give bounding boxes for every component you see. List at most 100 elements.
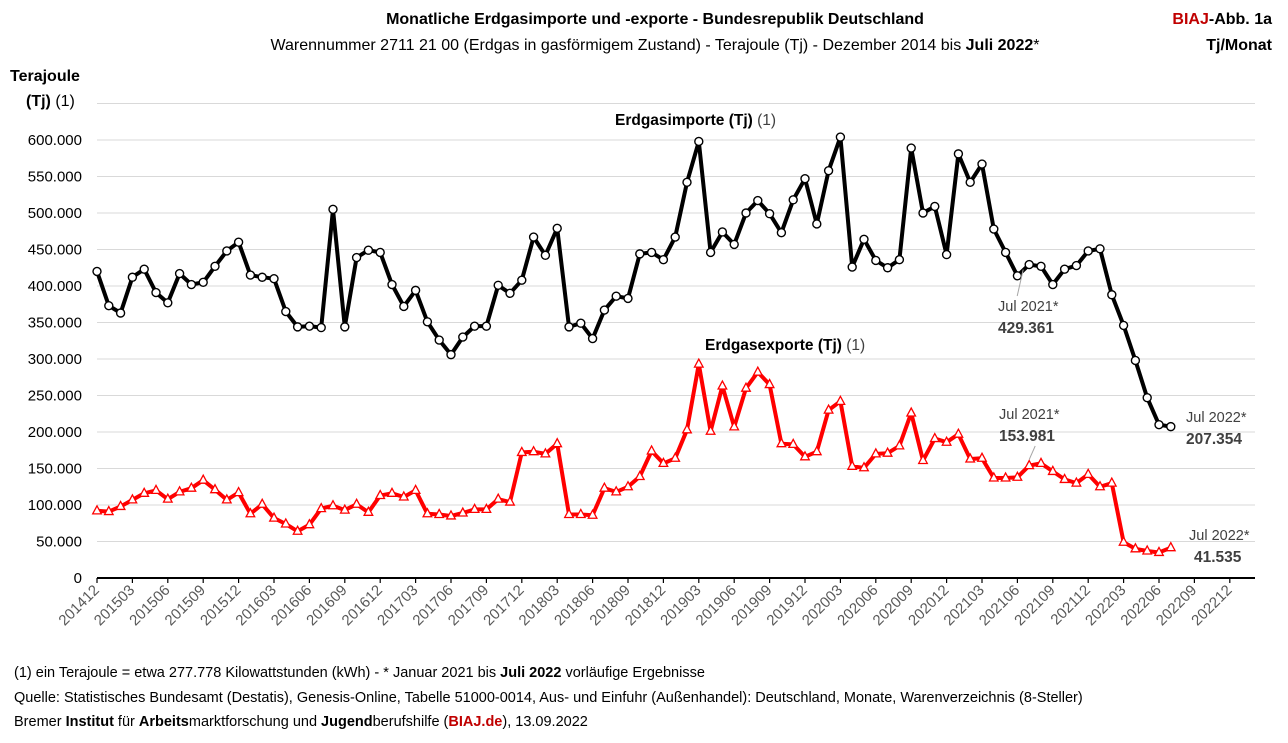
- series-lines: [95, 135, 1172, 555]
- imports-point: [469, 321, 480, 331]
- imports-point: [623, 293, 633, 304]
- imports-point: [1118, 320, 1129, 331]
- chart-subtitle: Warennummer 2711 21 00 (Erdgas in gasför…: [0, 37, 1288, 55]
- exports-point: [669, 451, 681, 462]
- imports-point: [635, 249, 645, 259]
- exp-jul22-date: Jul 2022*: [1189, 528, 1250, 544]
- exports-point: [1130, 542, 1141, 553]
- y-tick-label: 500.000: [28, 205, 82, 222]
- subtitle-suffix: *: [1033, 37, 1040, 54]
- imports-point: [528, 232, 539, 242]
- credit-b: Institut: [65, 714, 114, 730]
- imports-point: [1166, 421, 1176, 432]
- imports-point: [233, 237, 244, 247]
- imports-point: [1048, 279, 1058, 290]
- credit-g: berufshilfe (: [372, 714, 449, 730]
- exports-point: [740, 381, 752, 392]
- exports-point: [91, 504, 103, 515]
- badge-biaj: BIAJ: [1172, 11, 1209, 28]
- y-tick-label: 150.000: [28, 461, 82, 478]
- imports-point: [800, 173, 810, 184]
- exports-point: [1023, 459, 1035, 470]
- imports-point: [835, 132, 846, 142]
- imp-jul21-date: Jul 2021*: [998, 299, 1059, 315]
- imports-point: [458, 332, 468, 342]
- exports-point: [256, 497, 268, 508]
- exports-point: [846, 459, 858, 470]
- imports-point: [1107, 290, 1117, 300]
- subtitle-prefix: Warennummer 2711 21 00 (Erdgas in gasför…: [270, 37, 966, 54]
- imports-point: [351, 252, 362, 263]
- unit-label: Tj/Monat: [1206, 37, 1272, 54]
- imports-point: [222, 246, 232, 256]
- exports-point: [811, 445, 823, 456]
- imports-label-rest: (1): [753, 112, 776, 129]
- exports-point: [445, 509, 457, 520]
- credit-e: marktforschung und: [188, 714, 322, 730]
- exports-point: [882, 446, 893, 457]
- imports-point: [328, 204, 338, 215]
- imports-point: [788, 195, 798, 205]
- annotations: Erdgasimporte (Tj) (1) Erdgasexporte (Tj…: [615, 112, 1250, 566]
- imp-jul22-date: Jul 2022*: [1186, 410, 1247, 426]
- exp-jul22-value: 41.535: [1194, 549, 1242, 566]
- imports-label-bold: Erdgasimporte (Tj): [615, 112, 753, 129]
- exports-point: [280, 517, 292, 528]
- imports-point: [753, 195, 763, 206]
- exports-point: [374, 489, 386, 500]
- imports-point: [186, 279, 197, 290]
- exports-point: [433, 508, 445, 519]
- exports-point: [138, 486, 150, 497]
- imports-line: [95, 135, 1172, 429]
- y-axis-title-rest: (1): [50, 93, 75, 110]
- imports-series-label: Erdgasimporte (Tj) (1): [615, 112, 776, 129]
- imports-point: [410, 285, 421, 296]
- imports-point: [941, 249, 952, 260]
- imports-point: [906, 143, 916, 153]
- exports-label-bold: Erdgasexporte (Tj): [705, 337, 842, 354]
- imports-point: [139, 264, 149, 274]
- imports-point: [127, 272, 138, 282]
- imports-point: [104, 301, 114, 311]
- imports-point: [375, 247, 385, 258]
- exports-point: [327, 499, 339, 510]
- exports-point: [457, 506, 469, 517]
- footnote-line1: (1) ein Terajoule = etwa 277.778 Kilowat…: [14, 665, 705, 681]
- foot1-bold: Juli 2022: [500, 665, 562, 681]
- exports-point: [610, 485, 622, 496]
- exports-point: [1153, 546, 1165, 557]
- credit-biaj-link: BIAJ.de: [448, 714, 503, 730]
- y-axis-title-bold: (Tj): [26, 93, 51, 110]
- imports-point: [989, 224, 999, 234]
- imports-point: [953, 149, 964, 159]
- imports-point: [587, 333, 598, 344]
- exports-point: [1035, 457, 1047, 468]
- exports-point: [799, 450, 811, 461]
- imports-point: [1012, 271, 1023, 281]
- exports-point: [162, 492, 174, 503]
- exports-point: [835, 394, 846, 405]
- exports-point: [728, 420, 740, 431]
- exports-point: [1047, 465, 1059, 476]
- exports-point: [705, 424, 716, 435]
- imports-point: [363, 245, 374, 255]
- exports-point: [646, 444, 657, 455]
- chart-title: Monatliche Erdgasimporte und -exporte - …: [386, 11, 924, 28]
- exports-point: [976, 451, 988, 462]
- exports-point: [233, 486, 244, 497]
- imports-point: [823, 165, 834, 176]
- credit-d: Arbeits: [138, 714, 189, 730]
- grid-lines: [97, 103, 1255, 542]
- exports-point: [658, 457, 669, 468]
- imports-point: [481, 321, 492, 331]
- y-axis-title-line2: (Tj) (1): [26, 93, 75, 111]
- exports-point: [197, 473, 209, 484]
- imports-point: [812, 219, 822, 229]
- exports-point: [717, 379, 728, 390]
- y-tick-label: 300.000: [28, 351, 82, 368]
- imports-point: [174, 268, 185, 279]
- exports-point: [304, 518, 315, 529]
- exports-point: [693, 357, 705, 368]
- imports-point: [1095, 244, 1105, 254]
- exports-point: [186, 481, 197, 492]
